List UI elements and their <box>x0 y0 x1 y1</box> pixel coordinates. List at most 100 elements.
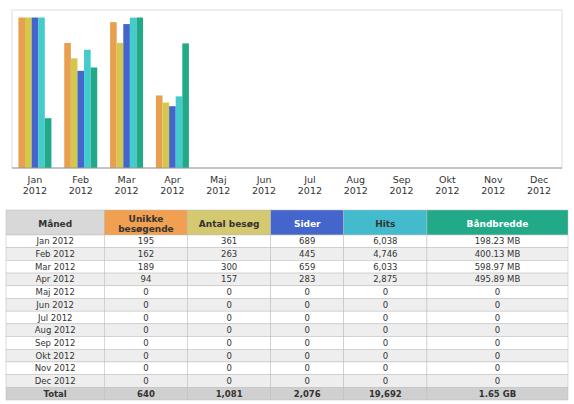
table-cell <box>6 337 104 350</box>
category-label: Jan2012 <box>23 173 47 195</box>
bar-chart: Jan2012Feb2012Mar2012Apr2012Maj2012Jun20… <box>12 10 562 195</box>
category-label: Nov2012 <box>481 173 505 195</box>
table-cell <box>271 260 344 273</box>
table-cell <box>104 337 187 350</box>
table: MånedUnikkebesøgendeAntal besøgSiderHits… <box>6 210 568 400</box>
header-cell <box>6 210 104 235</box>
cell-text: 0 <box>305 351 310 361</box>
cell-text: Sep 2012 <box>35 338 75 348</box>
table-cell <box>344 337 427 350</box>
cell-text: Jul 2012 <box>37 313 73 323</box>
table-cell <box>104 324 187 337</box>
cell-text: 263 <box>221 249 237 259</box>
bar <box>25 18 32 168</box>
table-cell <box>104 362 187 375</box>
figure: Jan2012Feb2012Mar2012Apr2012Maj2012Jun20… <box>0 0 574 404</box>
cell-text: 6,038 <box>373 236 397 246</box>
cell-text: 300 <box>221 262 237 272</box>
table-cell <box>188 298 271 311</box>
table-cell <box>6 375 104 388</box>
table-cell <box>271 235 344 248</box>
header-cell <box>104 210 187 235</box>
bar <box>71 58 78 168</box>
table-cell <box>344 362 427 375</box>
bar <box>117 43 124 168</box>
category-label: Jun2012 <box>252 173 276 195</box>
cell-text: 283 <box>299 274 315 284</box>
cell-text: 0 <box>226 325 231 335</box>
table-cell <box>104 273 187 286</box>
cell-text: 2,076 <box>294 389 321 399</box>
cell-text: 0 <box>143 376 148 386</box>
table-cell <box>104 248 187 261</box>
table-cell <box>344 324 427 337</box>
table-cell <box>6 273 104 286</box>
cell-text: 0 <box>143 300 148 310</box>
cell-text: 0 <box>305 325 310 335</box>
table-cell <box>6 298 104 311</box>
header-cell <box>427 210 568 235</box>
table-cell <box>6 235 104 248</box>
table-cell <box>188 337 271 350</box>
bar <box>84 50 91 168</box>
table-cell <box>188 375 271 388</box>
table-cell <box>271 298 344 311</box>
cell-text: 0 <box>305 338 310 348</box>
table-cell <box>104 349 187 362</box>
cell-text: 0 <box>143 325 148 335</box>
table-cell <box>427 337 568 350</box>
table-cell <box>6 362 104 375</box>
table-cell <box>271 311 344 324</box>
table-cell <box>344 311 427 324</box>
cell-text: 0 <box>495 363 500 373</box>
cell-text: 0 <box>495 287 500 297</box>
cell-text: 495.89 MB <box>475 274 521 284</box>
table-cell <box>188 311 271 324</box>
table-cell <box>104 235 187 248</box>
bar <box>77 71 84 168</box>
table-cell <box>188 248 271 261</box>
cell-text: 0 <box>383 338 388 348</box>
category-label: Okt2012 <box>435 173 459 195</box>
table-cell <box>344 273 427 286</box>
plot-frame <box>12 10 562 168</box>
header-text: Sider <box>294 218 321 228</box>
cell-text: Aug 2012 <box>35 325 76 335</box>
cell-text: 0 <box>495 325 500 335</box>
table-cell <box>104 260 187 273</box>
cell-text: 0 <box>495 351 500 361</box>
header-cell <box>188 210 271 235</box>
table-cell <box>427 273 568 286</box>
bar <box>169 106 176 168</box>
header-cell <box>271 210 344 235</box>
cell-text: 0 <box>226 287 231 297</box>
bar <box>32 18 39 168</box>
cell-text: Total <box>44 389 67 399</box>
category-label: Feb2012 <box>69 173 93 195</box>
category-label: Aug2012 <box>344 173 368 195</box>
table-cell <box>344 235 427 248</box>
cell-text: 640 <box>137 389 155 399</box>
bar <box>176 96 183 168</box>
cell-text: 689 <box>299 236 315 246</box>
cell-text: 195 <box>138 236 154 246</box>
table-cell <box>271 375 344 388</box>
table-cell <box>271 387 344 400</box>
table-cell <box>344 375 427 388</box>
cell-text: Jun 2012 <box>35 300 74 310</box>
cell-text: 0 <box>143 338 148 348</box>
bar <box>91 67 98 168</box>
table-cell <box>188 324 271 337</box>
table-cell <box>427 260 568 273</box>
cell-text: Dec 2012 <box>35 376 76 386</box>
cell-text: 6,033 <box>373 262 397 272</box>
cell-text: 0 <box>495 313 500 323</box>
cell-text: Feb 2012 <box>35 249 74 259</box>
cell-text: 0 <box>305 363 310 373</box>
cell-text: 598.97 MB <box>475 262 521 272</box>
cell-text: 0 <box>226 351 231 361</box>
cell-text: 445 <box>299 249 315 259</box>
cell-text: 0 <box>226 338 231 348</box>
table-cell <box>271 286 344 299</box>
cell-text: 157 <box>221 274 237 284</box>
